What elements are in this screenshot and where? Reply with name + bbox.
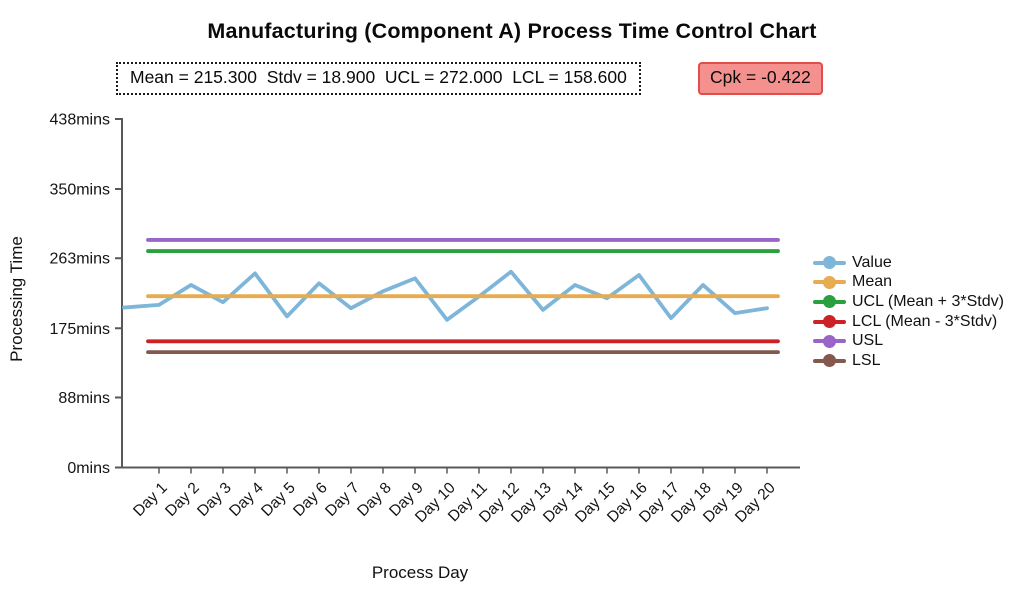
x-tick-label: Day 4 (226, 479, 267, 520)
legend-label: USL (852, 332, 884, 350)
legend-item: UCL (Mean + 3*Stdv) (813, 292, 1004, 312)
legend-marker-icon (813, 351, 846, 370)
x-tick-label: Day 7 (322, 479, 363, 520)
y-tick-label: 88mins (58, 390, 110, 407)
legend-item: LSL (813, 351, 1004, 371)
x-axis-title: Process Day (371, 563, 469, 582)
legend-label: Mean (852, 273, 893, 291)
legend-label: LCL (Mean - 3*Stdv) (852, 312, 998, 330)
y-tick-label: 175mins (50, 321, 110, 338)
x-tick-label: Day 2 (162, 479, 203, 520)
legend-item: LCL (Mean - 3*Stdv) (813, 312, 1004, 332)
legend-item: Mean (813, 273, 1004, 293)
legend-marker-icon (813, 253, 846, 272)
axes (121, 118, 800, 469)
legend-item: USL (813, 331, 1004, 351)
y-tick-label: 263mins (50, 251, 110, 268)
legend-marker-icon (813, 273, 846, 292)
page-title: Manufacturing (Component A) Process Time… (207, 19, 817, 43)
y-tick-label: 438mins (50, 112, 110, 129)
cpk-badge: Cpk = -0.422 (698, 62, 823, 95)
legend-marker-icon (813, 332, 846, 351)
legend-label: Value (852, 253, 892, 271)
legend-item: Value (813, 253, 1004, 273)
x-tick-label: Day 3 (194, 479, 235, 520)
legend-label: UCL (Mean + 3*Stdv) (852, 292, 1004, 310)
y-tick-label: 350mins (50, 182, 110, 199)
legend-label: LSL (852, 351, 881, 369)
stats-box: Mean = 215.300 Stdv = 18.900 UCL = 272.0… (116, 62, 641, 95)
y-axis-title: Processing Time (7, 236, 26, 362)
value-line (122, 269, 769, 322)
chart-legend: Value Mean UCL (Mean + 3*Stdv) LCL (Mean - … (813, 253, 1004, 371)
x-tick-label: Day 6 (290, 479, 331, 520)
x-tick-label: Day 5 (258, 479, 299, 520)
y-tick-label: 0mins (67, 460, 110, 477)
x-tick-label: Day 8 (354, 479, 395, 520)
legend-marker-icon (813, 312, 846, 331)
x-tick-label: Day 1 (130, 479, 171, 520)
legend-marker-icon (813, 292, 846, 311)
